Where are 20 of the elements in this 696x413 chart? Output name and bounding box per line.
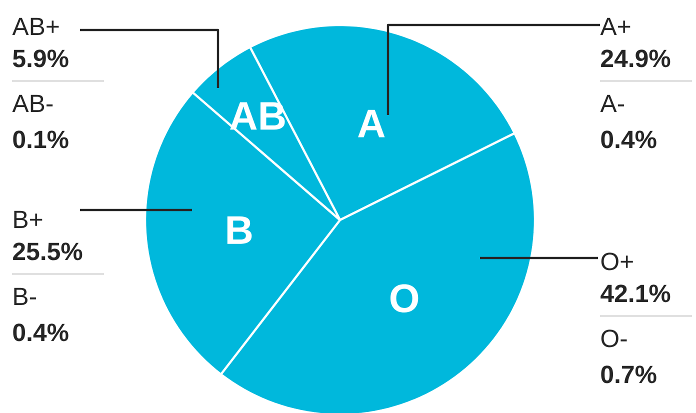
slice-label: A [358, 110, 385, 138]
slice-label: AB [230, 102, 285, 130]
text: 0.4% [13, 324, 68, 342]
text: AB- [12, 94, 53, 112]
slice-label: B [227, 216, 252, 244]
text: 24.9% [601, 50, 670, 68]
text: 0.1% [13, 130, 68, 148]
text: B+ [14, 210, 42, 228]
slice-label: O [390, 284, 418, 312]
text: 25.5% [13, 242, 82, 260]
text: A+ [600, 18, 630, 35]
text: O- [601, 330, 627, 348]
text: 42.1% [600, 284, 670, 302]
text: 5.9% [12, 50, 68, 68]
text: 0.7% [601, 366, 656, 384]
text: B- [14, 288, 36, 305]
text: 0.4% [601, 130, 656, 148]
text: A- [600, 94, 624, 112]
text: AB+ [12, 18, 59, 35]
text: O+ [601, 252, 633, 270]
